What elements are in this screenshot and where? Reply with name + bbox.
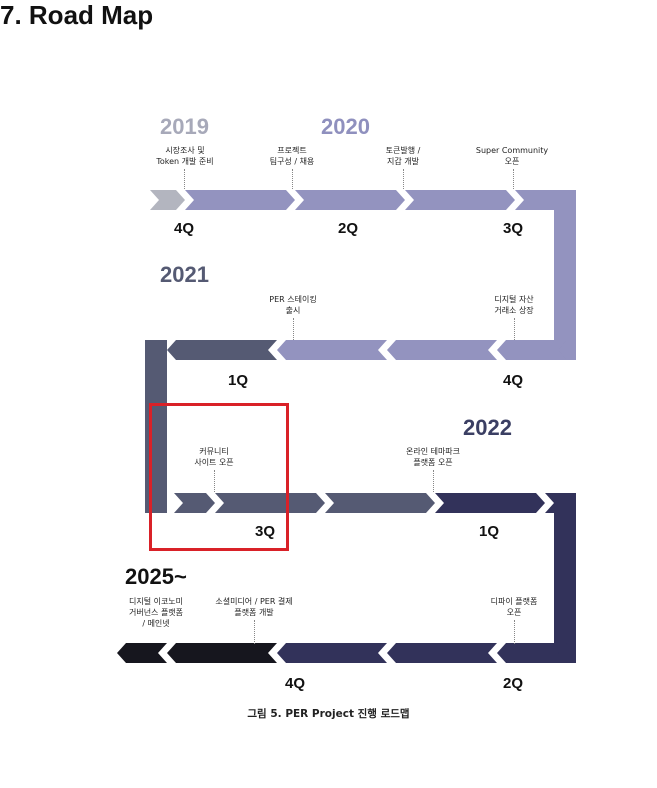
road-segment	[150, 190, 185, 210]
quarter-label: 2Q	[502, 675, 524, 692]
milestone-leader-line	[513, 169, 514, 189]
road-segment	[387, 643, 497, 663]
highlight-box	[149, 403, 289, 551]
year-label-2025: 2025~	[125, 564, 187, 589]
quarter-label: 4Q	[284, 675, 306, 692]
road-segment	[117, 643, 167, 663]
road-segment	[435, 493, 545, 513]
milestone-leader-line	[254, 620, 255, 644]
milestone-line: 소셜미디어 / PER 결제	[215, 597, 293, 606]
milestone-line: 플랫폼 오픈	[413, 458, 453, 467]
quarter-label: 1Q	[227, 372, 249, 389]
road-segment	[405, 190, 515, 210]
road-segment	[497, 340, 567, 360]
quarter-label: 4Q	[502, 372, 524, 389]
milestone-label: PER 스테이킹 출시	[269, 294, 316, 316]
road-segment	[325, 493, 435, 513]
road-turn	[554, 190, 576, 360]
milestone-line: 거버넌스 플랫폼	[128, 608, 184, 617]
road-segment	[387, 340, 497, 360]
milestone-line: 팀구성 / 채용	[269, 157, 315, 166]
milestone-label: 디지털 이코노미 거버넌스 플랫폼 / 메인넷	[129, 596, 183, 629]
road-segment	[174, 493, 215, 513]
milestone-line: 시장조사 및	[165, 146, 205, 155]
road-segment	[515, 190, 565, 210]
milestone-line: 온라인 테마파크	[405, 447, 461, 456]
milestone-label: 온라인 테마파크 플랫폼 오픈	[406, 446, 460, 468]
milestone-line: 플랫폼 개발	[234, 608, 274, 617]
milestone-leader-line	[184, 169, 185, 189]
milestone-label: 디지털 자산 거래소 상장	[494, 294, 533, 316]
year-label-2021: 2021	[160, 262, 209, 287]
milestone-leader-line	[292, 169, 293, 189]
milestone-line: 프로젝트	[277, 146, 307, 155]
milestone-line: PER 스테이킹	[269, 295, 317, 304]
milestone-leader-line	[514, 620, 515, 644]
road-segment	[167, 643, 277, 663]
milestone-label: 소셜미디어 / PER 결제 플랫폼 개발	[215, 596, 292, 618]
milestone-line: / 메인넷	[142, 619, 170, 628]
milestone-label: 시장조사 및 Token 개발 준비	[156, 145, 213, 167]
road-segment	[295, 190, 405, 210]
quarter-label: 1Q	[478, 523, 500, 540]
road-segment	[497, 643, 567, 663]
milestone-line: 디지털 자산	[494, 295, 534, 304]
milestone-leader-line	[514, 318, 515, 340]
milestone-line: 오픈	[506, 608, 522, 617]
milestone-line: Super Community	[475, 146, 549, 155]
quarter-label: 3Q	[502, 220, 524, 237]
milestone-line: 지갑 개발	[387, 157, 419, 166]
page-title: 7. Road Map	[0, 0, 154, 30]
milestone-label: 디파이 플랫폼 오픈	[491, 596, 538, 618]
milestone-line: Token 개발 준비	[156, 157, 214, 166]
milestone-line: 토큰발행 /	[385, 146, 421, 155]
road-segment	[277, 643, 387, 663]
road-segment	[185, 190, 295, 210]
figure-caption: 그림 5. PER Project 진행 로드맵	[247, 708, 410, 720]
milestone-leader-line	[214, 470, 215, 492]
milestone-label: Super Community 오픈	[476, 145, 548, 167]
milestone-label: 프로젝트 팀구성 / 채용	[270, 145, 315, 167]
milestone-label: 커뮤니티 사이트 오픈	[194, 446, 233, 468]
milestone-line: 사이트 오픈	[194, 458, 234, 467]
milestone-leader-line	[433, 470, 434, 492]
road-turn	[554, 493, 576, 663]
milestone-line: 커뮤니티	[199, 447, 229, 456]
quarter-label: 4Q	[173, 220, 195, 237]
milestone-line: 오픈	[504, 157, 520, 166]
milestone-line: 디지털 이코노미	[128, 597, 184, 606]
quarter-label: 3Q	[254, 523, 276, 540]
year-label-2019: 2019	[160, 114, 209, 139]
road-segment	[167, 340, 277, 360]
milestone-leader-line	[293, 318, 294, 340]
milestone-line: 디파이 플랫폼	[490, 597, 538, 606]
milestone-label: 토큰발행 / 지갑 개발	[386, 145, 421, 167]
road-segment	[277, 340, 387, 360]
milestone-line: 거래소 상장	[494, 306, 534, 315]
milestone-line: 출시	[285, 306, 301, 315]
milestone-leader-line	[403, 169, 404, 189]
year-label-2020: 2020	[321, 114, 370, 139]
quarter-label: 2Q	[337, 220, 359, 237]
road-segment	[215, 493, 325, 513]
year-label-2022: 2022	[463, 415, 512, 440]
